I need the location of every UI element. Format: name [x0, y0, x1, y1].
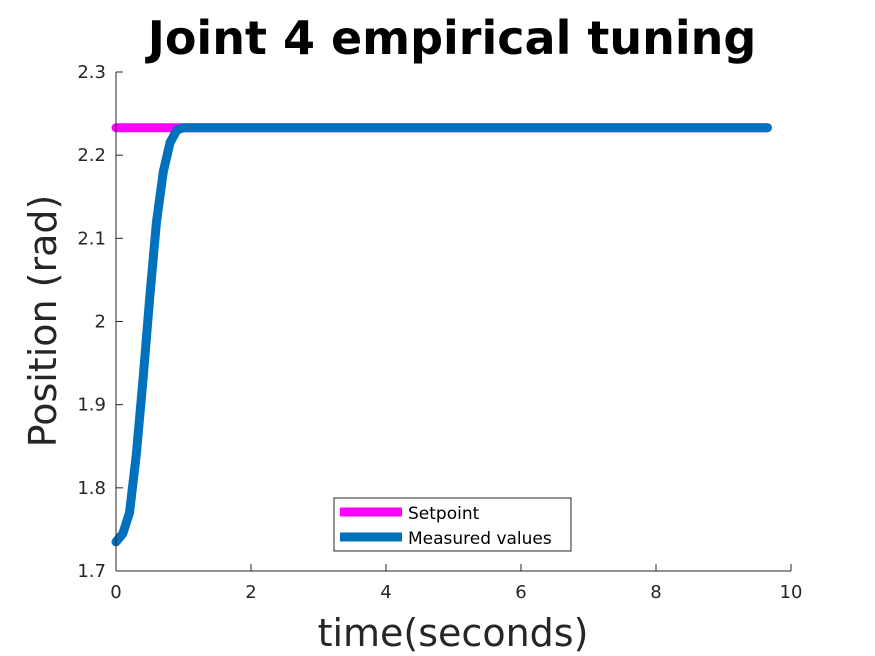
- x-tick-label: 0: [110, 582, 121, 603]
- x-tick-label: 4: [380, 582, 391, 603]
- series-layer: [111, 123, 772, 547]
- y-tick-label: 1.9: [77, 395, 106, 416]
- legend-label-measured-values: Measured values: [408, 529, 552, 549]
- y-tick-label: 1.7: [77, 561, 106, 582]
- legend: Setpoint Measured values: [333, 497, 572, 552]
- x-tick-label: 10: [780, 582, 803, 603]
- y-ticks: 1.7 1.8 1.9 2 2.1 2.2 2.3: [77, 62, 123, 582]
- x-tick-label: 8: [650, 582, 661, 603]
- series-line-measured-values: [111, 123, 772, 547]
- y-tick-label: 2.3: [77, 62, 106, 83]
- plot-area: [116, 72, 791, 571]
- x-axis-label: time(seconds): [318, 611, 589, 655]
- y-axis-label: Position (rad): [21, 195, 65, 448]
- x-tick-label: 6: [515, 582, 526, 603]
- y-tick-label: 2.1: [77, 228, 106, 249]
- y-tick-label: 2.2: [77, 145, 106, 166]
- legend-label-setpoint: Setpoint: [408, 504, 480, 524]
- x-tick-label: 2: [245, 582, 256, 603]
- x-ticks: 0 2 4 6 8 10: [110, 564, 802, 603]
- y-tick-label: 2: [95, 312, 106, 333]
- chart-title: Joint 4 empirical tuning: [145, 11, 757, 65]
- legend-box: [333, 497, 572, 552]
- y-tick-label: 1.8: [77, 478, 106, 499]
